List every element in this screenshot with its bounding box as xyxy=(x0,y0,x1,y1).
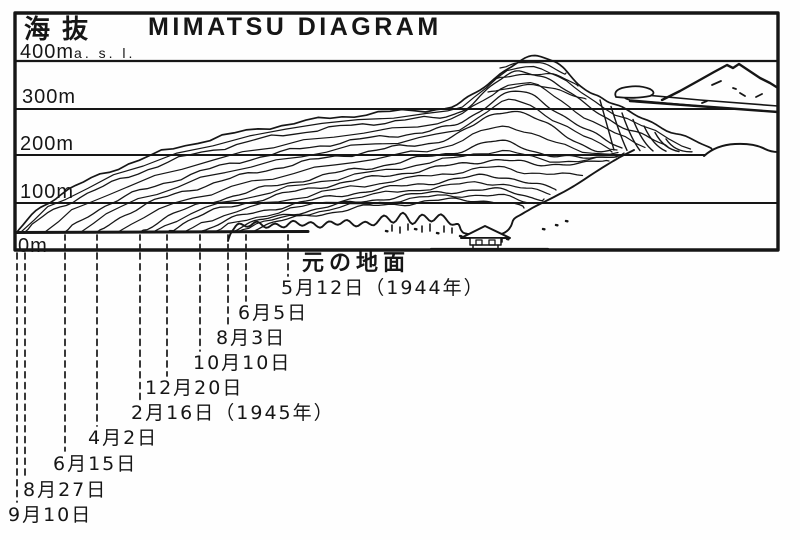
growth-profile xyxy=(96,110,613,233)
growth-profile xyxy=(16,54,714,233)
growth-profile xyxy=(139,139,625,233)
axis-label-300m: 300m xyxy=(22,86,77,108)
date-label-1945-09-10: 9月10日 xyxy=(8,504,93,526)
background-mountain xyxy=(660,62,780,102)
mountain-hachure xyxy=(701,100,708,104)
growth-profile xyxy=(245,197,525,233)
summit-contour xyxy=(499,61,567,75)
growth-profile xyxy=(20,65,692,233)
growth-profile xyxy=(166,159,610,233)
cliff-stroke xyxy=(632,118,654,152)
growth-profile xyxy=(227,187,545,233)
cliff-stroke xyxy=(643,125,667,152)
growth-profile xyxy=(64,90,623,233)
mountain-hachure xyxy=(739,92,746,97)
axis-label-100m: 100m xyxy=(20,181,75,203)
growth-profile xyxy=(183,165,584,233)
growth-profile xyxy=(117,125,619,233)
date-label-1944-10-10: 10月10日 xyxy=(193,352,292,374)
original-ground-line xyxy=(227,149,635,242)
cliff-stroke xyxy=(610,105,628,151)
axis-label-200m: 200m xyxy=(20,133,75,155)
lava-ridge-base xyxy=(628,99,780,114)
date-label-1945-08-27: 8月27日 xyxy=(23,479,108,501)
page-title: MIMATSU DIAGRAM xyxy=(148,13,442,41)
date-label-1945-02-16: 2月16日（1945年） xyxy=(131,402,335,424)
date-label-1944-08-03: 8月3日 xyxy=(216,327,287,349)
profile-baseline xyxy=(13,230,310,234)
house-window xyxy=(488,239,496,246)
growth-profile xyxy=(199,173,557,233)
date-label-1945-04-02: 4月2日 xyxy=(88,427,159,449)
axis-label-400m: 400ma. s. l. xyxy=(20,42,135,62)
summit-contour xyxy=(487,83,587,100)
axis-label-asl-suffix: a. s. l. xyxy=(74,45,136,61)
axis-label-0m: 0m xyxy=(18,235,48,257)
date-label-1944-12-20: 12月20日 xyxy=(145,377,244,399)
elevation-axis-title: 海抜 xyxy=(24,15,101,45)
mountain-hachure xyxy=(711,80,722,86)
house-roof xyxy=(460,225,511,239)
date-label-1945-06-15: 6月15日 xyxy=(53,453,138,475)
growth-profile xyxy=(44,82,646,233)
date-label-1944-06-05: 6月5日 xyxy=(238,302,309,324)
growth-profile xyxy=(80,98,618,233)
lava-ridge-knob xyxy=(614,85,655,99)
original-ground-label: 元の地面 xyxy=(302,251,411,276)
cliff-stroke xyxy=(599,99,615,151)
cliff-stroke xyxy=(654,131,680,153)
growth-profile xyxy=(213,181,551,233)
cliff-stroke xyxy=(621,112,641,152)
growth-profile xyxy=(24,70,669,233)
house-body xyxy=(469,237,502,246)
summit-contour xyxy=(493,72,579,87)
axis-label-400m-value: 400m xyxy=(20,41,75,63)
growth-profile xyxy=(236,193,535,233)
date-label-1944-05-12: 5月12日（1944年） xyxy=(281,277,485,299)
diagram-frame xyxy=(13,11,780,252)
mountain-hachure xyxy=(755,93,763,98)
house-door xyxy=(475,239,483,246)
mountain-hachure xyxy=(732,87,737,90)
growth-profile xyxy=(152,149,618,233)
cliff-stroke xyxy=(665,138,693,153)
hummock xyxy=(703,142,779,157)
